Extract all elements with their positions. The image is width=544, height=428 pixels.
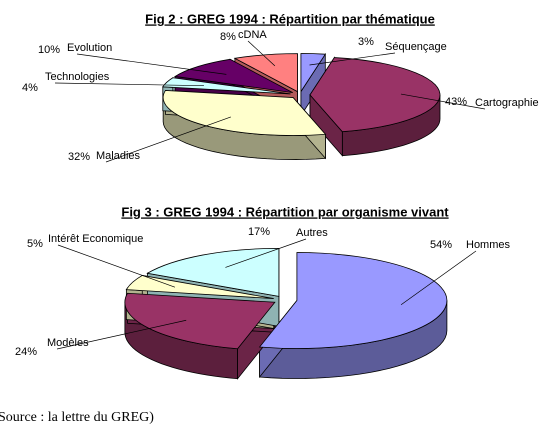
pie-slice bbox=[162, 77, 291, 95]
slice-label: Séquençage bbox=[385, 41, 447, 53]
slice-label: Maladies bbox=[96, 150, 141, 162]
leader-line bbox=[56, 319, 187, 350]
leader-line bbox=[400, 250, 477, 306]
value-label: 24% bbox=[15, 346, 37, 358]
pie-slice bbox=[162, 90, 327, 136]
slice-label: Autres bbox=[296, 227, 328, 239]
pie-slice bbox=[124, 292, 276, 350]
leader-line bbox=[105, 116, 231, 163]
leader-line bbox=[309, 52, 396, 66]
pie-slice bbox=[233, 53, 298, 93]
leader-line bbox=[247, 40, 276, 67]
source-note: Source : la lettre du GREG) bbox=[0, 410, 154, 425]
slice-label: Evolution bbox=[67, 42, 112, 54]
leader-line bbox=[225, 238, 307, 268]
chart-title: Fig 2 : GREG 1994 : Répartition par thém… bbox=[145, 11, 435, 26]
leader-line bbox=[57, 244, 176, 288]
pie-slice bbox=[258, 252, 448, 349]
slice-label: Hommes bbox=[466, 239, 511, 251]
slice-label: Modèles bbox=[47, 337, 89, 349]
leader-line bbox=[54, 82, 204, 87]
slice-label: Technologies bbox=[45, 71, 110, 83]
value-label: 8% bbox=[220, 31, 236, 43]
slice-label: Cartographie bbox=[475, 97, 539, 109]
value-label: 10% bbox=[38, 44, 60, 56]
chart-title: Fig 3 : GREG 1994 : Répartition par orga… bbox=[121, 204, 449, 219]
pie-slice bbox=[300, 53, 327, 93]
slice-label: cDNA bbox=[238, 29, 267, 41]
value-label: 4% bbox=[22, 82, 38, 94]
value-label: 54% bbox=[430, 239, 452, 251]
value-label: 17% bbox=[248, 226, 270, 238]
slice-label: Intérêt Economique bbox=[48, 233, 143, 245]
leader-line bbox=[400, 93, 486, 110]
leader-line bbox=[76, 53, 227, 75]
value-label: 32% bbox=[68, 151, 90, 163]
value-label: 43% bbox=[445, 96, 467, 108]
value-label: 3% bbox=[358, 36, 374, 48]
pie-slice bbox=[173, 58, 293, 94]
value-label: 5% bbox=[27, 238, 43, 250]
pie-slice bbox=[309, 57, 441, 133]
